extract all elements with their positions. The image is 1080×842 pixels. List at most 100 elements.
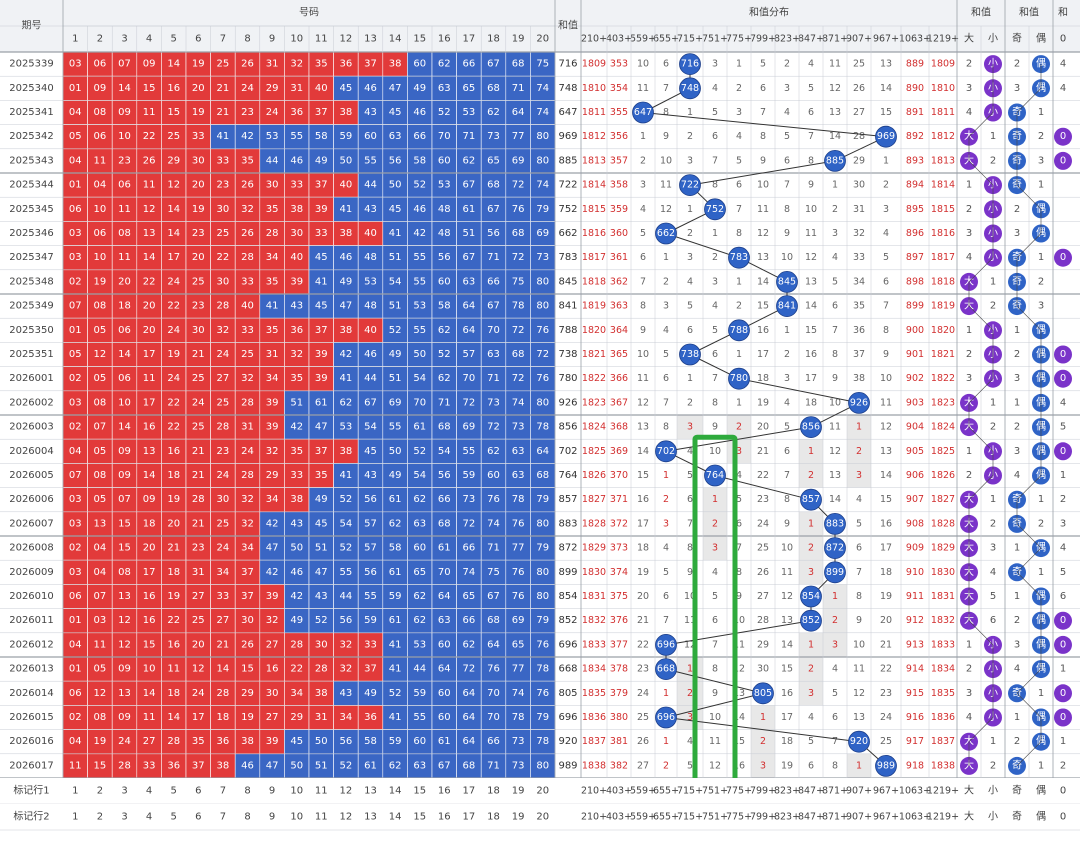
footer-ball-label: 2 <box>97 786 103 797</box>
dist-miss-value: 8 <box>760 131 766 142</box>
ball-number: 30 <box>266 688 279 699</box>
ball-cell <box>357 487 384 513</box>
ball-number: 74 <box>536 107 549 118</box>
ball-number: 20 <box>192 252 205 263</box>
dist-cell <box>775 463 799 488</box>
dist-miss-value: 8 <box>736 228 742 239</box>
ball-cell <box>357 366 384 392</box>
sum-hit-label: 845 <box>778 276 796 287</box>
dist-miss-value: 5 <box>784 422 790 433</box>
ball-number: 39 <box>266 397 279 408</box>
ball-number: 75 <box>536 59 549 70</box>
ball-number: 60 <box>413 736 426 747</box>
ball-number: 56 <box>438 470 451 481</box>
dist-miss-value: 1 <box>687 204 693 215</box>
ball-number: 15 <box>118 518 131 529</box>
footer-dist-label: 871+ <box>822 812 848 823</box>
ball-number: 77 <box>512 131 525 142</box>
dist-miss-value: 358 <box>610 180 628 191</box>
sum-hit-label: 702 <box>657 446 675 457</box>
sum-hit-label: 738 <box>681 349 699 360</box>
dist-cell <box>631 632 655 657</box>
footer-row <box>0 804 1080 830</box>
dist-miss-value: 1820 <box>931 325 955 336</box>
footer-extra-label: 0 <box>1060 786 1066 797</box>
footer-dist-label: 907+ <box>846 812 872 823</box>
ball-number: 28 <box>217 688 230 699</box>
dist-miss-value: 18 <box>805 397 817 408</box>
dist-miss-value: 3 <box>784 83 790 94</box>
parity-trend-line <box>1016 547 1042 573</box>
dist-cell <box>871 197 901 222</box>
sum-hit-label: 899 <box>826 567 844 578</box>
ball-number: 41 <box>389 228 402 239</box>
dist-miss-value: 7 <box>712 155 718 166</box>
ball-number: 32 <box>241 204 254 215</box>
ball-number: 68 <box>536 470 549 481</box>
size-trend-line <box>968 426 994 452</box>
dist-cell <box>871 584 901 609</box>
ball-number: 30 <box>290 228 303 239</box>
ball-number: 04 <box>94 567 107 578</box>
dist-miss-value: 1811 <box>582 107 606 118</box>
ball-number: 32 <box>241 494 254 505</box>
ball-number: 78 <box>536 736 549 747</box>
ball-cell <box>234 438 261 464</box>
ball-number: 06 <box>118 180 131 191</box>
dist-miss-value: 17 <box>880 543 892 554</box>
parity-marker-label: 奇 <box>1012 250 1022 263</box>
footer-ball-label: 1 <box>72 786 78 797</box>
dist-miss-value: 7 <box>736 543 742 554</box>
ball-number: 25 <box>192 276 205 287</box>
ball-number: 20 <box>143 301 156 312</box>
period-cell <box>0 366 63 391</box>
dist-miss-value: 4 <box>640 204 646 215</box>
dist-miss-value: 1 <box>663 736 669 747</box>
ball-cell <box>530 705 556 730</box>
dist-cell <box>823 681 847 706</box>
dist-column-header: 1219+ <box>927 34 959 45</box>
size-miss-value: 3 <box>966 228 972 239</box>
ball-cell <box>505 293 531 319</box>
dist-cell <box>607 342 631 367</box>
ball-number: 58 <box>315 131 328 142</box>
ball-cell <box>382 269 408 295</box>
dist-miss-value: 1830 <box>931 567 955 578</box>
size-miss-value: 1 <box>990 494 996 505</box>
dist-cell <box>847 536 871 561</box>
dist-cell <box>607 657 631 682</box>
dist-cell <box>929 681 957 706</box>
ball-number: 76 <box>512 204 525 215</box>
dist-cell <box>727 729 751 754</box>
dist-miss-value: 12 <box>805 252 817 263</box>
ball-number: 20 <box>167 518 180 529</box>
dist-cell <box>607 294 631 319</box>
dist-cell <box>847 439 871 464</box>
period-cell <box>0 148 63 173</box>
ball-number: 16 <box>167 446 180 457</box>
ball-number: 52 <box>438 349 451 360</box>
ball-number: 06 <box>69 688 82 699</box>
dist-cell <box>607 390 631 415</box>
period-label: 2025346 <box>9 228 54 239</box>
dist-cell <box>929 52 957 77</box>
dist-miss-value: 10 <box>660 155 672 166</box>
size-cell <box>981 294 1005 319</box>
ball-number: 74 <box>487 518 500 529</box>
size-marker-label: 小 <box>988 58 998 70</box>
ball-number: 29 <box>241 688 254 699</box>
period-cell <box>0 221 63 246</box>
size-cell <box>981 487 1005 512</box>
dist-cell <box>751 124 775 149</box>
ball-cell <box>382 680 408 706</box>
ball-number: 04 <box>69 639 82 650</box>
ball-number: 62 <box>438 325 451 336</box>
size-miss-value: 3 <box>966 688 972 699</box>
ball-number: 62 <box>463 155 476 166</box>
ball-number: 58 <box>438 301 451 312</box>
ball-number: 26 <box>241 59 254 70</box>
size-miss-value: 2 <box>966 204 972 215</box>
parity-cell <box>1005 584 1029 609</box>
size-trend-line <box>968 112 994 137</box>
dist-cell <box>823 52 847 77</box>
